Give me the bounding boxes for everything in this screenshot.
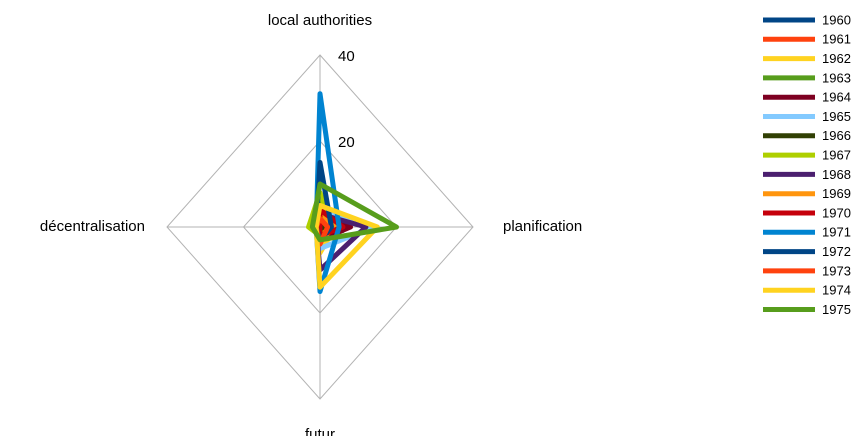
legend-label: 1968 <box>822 167 851 182</box>
legend-label: 1961 <box>822 32 851 47</box>
tick-label: 20 <box>338 134 355 151</box>
legend-label: 1964 <box>822 90 851 105</box>
legend-label: 1965 <box>822 109 851 124</box>
legend-label: 1973 <box>822 263 851 278</box>
legend-label: 1960 <box>822 12 851 27</box>
legend-label: 1966 <box>822 128 851 143</box>
category-label: planification <box>503 218 582 235</box>
grid-line <box>242 140 398 314</box>
series-line <box>309 181 399 243</box>
legend-label: 1974 <box>822 283 851 298</box>
category-label: local authorities <box>268 12 372 29</box>
legend-label: 1972 <box>822 244 851 259</box>
legend-label: 1970 <box>822 205 851 220</box>
legend-label: 1971 <box>822 225 851 240</box>
tick-label: 40 <box>338 48 355 65</box>
legend-label: 1962 <box>822 51 851 66</box>
legend-label: 1975 <box>822 302 851 317</box>
legend-label: 1969 <box>822 186 851 201</box>
legend-label: 1963 <box>822 70 851 85</box>
series-line <box>313 203 380 290</box>
legend-label: 1967 <box>822 148 851 163</box>
grid-line <box>166 54 474 400</box>
category-label: futur <box>305 426 335 436</box>
category-label: décentralisation <box>40 218 145 235</box>
